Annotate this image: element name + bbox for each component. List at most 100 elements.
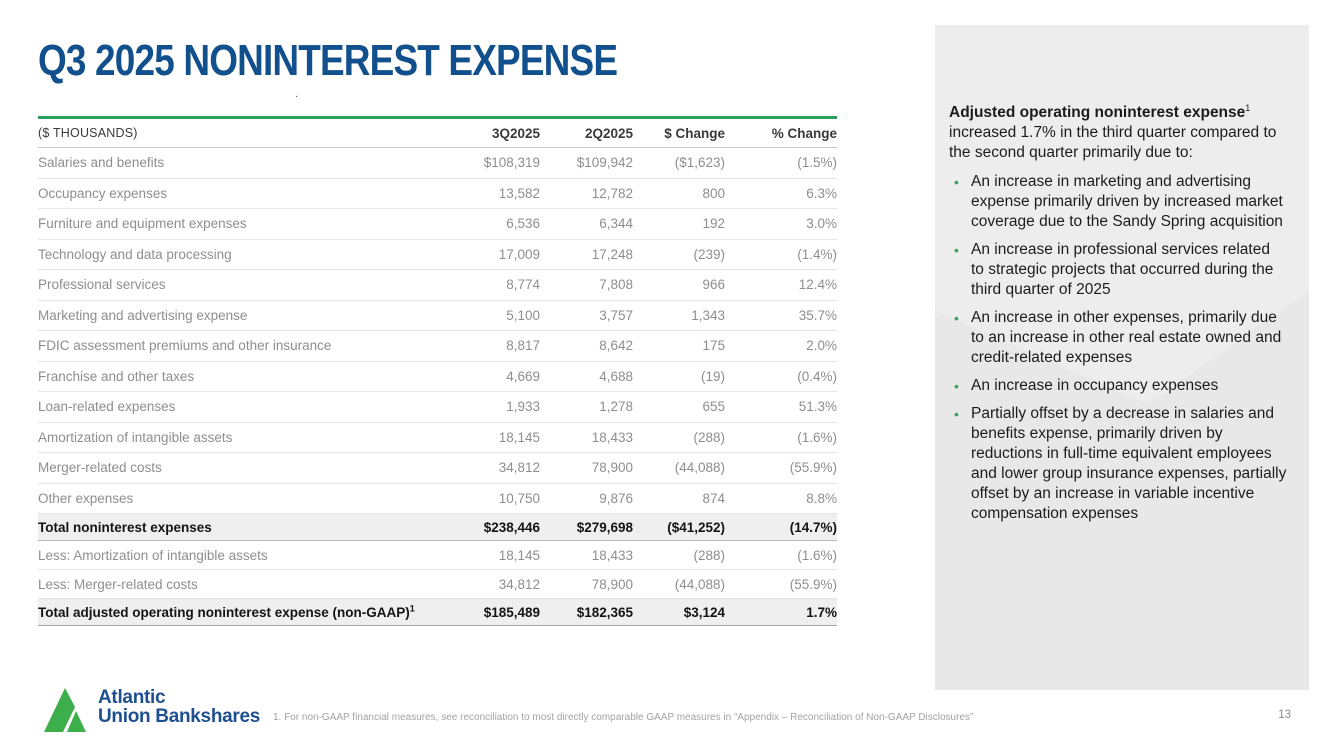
cell-pct-change: 8.8% [806,490,837,506]
row-label: Total adjusted operating noninterest exp… [38,603,415,620]
cell-2q2025: 8,642 [599,338,633,354]
row-label: Other expenses [38,490,134,506]
column-header-2q2025: 2Q2025 [584,125,633,141]
cell-dollar-change: ($41,252) [667,519,725,535]
cell-2q2025: $182,365 [576,604,633,620]
cell-3q2025: 4,669 [506,368,540,384]
bullet-text: An increase in marketing and advertising… [971,173,1283,230]
table-row: Occupancy expenses 13,582 12,782 800 6.3% [38,178,837,209]
bullet-item: • Partially offset by a decrease in salar… [949,404,1287,524]
cell-3q2025: 8,774 [506,277,540,293]
sidebar-intro-rest: increased 1.7% in the third quarter comp… [949,124,1277,161]
cell-2q2025: 12,782 [591,185,633,201]
cell-3q2025: 1,933 [506,399,540,415]
row-label: Merger-related costs [38,460,162,476]
cell-pct-change: 12.4% [798,277,837,293]
cell-dollar-change: $3,124 [683,604,725,620]
company-logo: Atlantic Union Bankshares [44,688,260,732]
table-row: Salaries and benefits $108,319 $109,942 ($1… [38,148,837,178]
table-row: Technology and data processing 17,009 17,2… [38,239,837,270]
cell-dollar-change: (44,088) [674,460,725,476]
bullet-text: An increase in professional services rel… [971,241,1274,298]
table-row: Amortization of intangible assets 18,145 1… [38,422,837,453]
cell-dollar-change: 192 [702,216,725,232]
table-header-row: ($ THOUSANDS) 3Q2025 2Q2025 $ Change % C… [38,118,837,148]
cell-dollar-change: 1,343 [691,307,725,323]
bullet-dot-icon: • [954,174,959,190]
bullet-item: • An increase in other expenses, primaril… [949,308,1287,368]
cell-3q2025: 6,536 [506,216,540,232]
cell-pct-change: 6.3% [806,185,837,201]
cell-pct-change: (55.9%) [789,576,837,592]
bullet-list: • An increase in marketing and advertisin… [949,172,1287,524]
bullet-item: • An increase in professional services re… [949,240,1287,300]
logo-line1: Atlantic [98,687,166,708]
commentary-sidebar: Adjusted operating noninterest expense1 … [935,25,1309,690]
sidebar-intro: Adjusted operating noninterest expense1 … [949,103,1287,163]
table-row: Loan-related expenses 1,933 1,278 655 51.3% [38,392,837,422]
row-label: Salaries and benefits [38,155,165,171]
cell-3q2025: 18,145 [498,429,540,445]
stray-dot: . [295,88,299,100]
row-label: Occupancy expenses [38,185,168,201]
table-unit-label: ($ THOUSANDS) [38,126,138,140]
cell-2q2025: 17,248 [591,246,633,262]
row-label: Furniture and equipment expenses [38,216,247,232]
row-label: Amortization of intangible assets [38,429,233,445]
cell-pct-change: 51.3% [798,399,837,415]
cell-2q2025: 1,278 [599,399,633,415]
bullet-item: • An increase in occupancy expenses [949,376,1287,396]
cell-3q2025: $185,489 [483,604,540,620]
column-header-pct-change: % Change [771,125,837,141]
cell-dollar-change: 175 [702,338,725,354]
cell-3q2025: $238,446 [483,519,540,535]
cell-pct-change: 2.0% [806,338,837,354]
cell-3q2025: 10,750 [498,490,540,506]
sidebar-content: Adjusted operating noninterest expense1 … [935,25,1309,524]
cell-dollar-change: (288) [693,429,725,445]
table-row: Less: Amortization of intangible assets 1… [38,541,837,570]
logo-line2: Union Bankshares [98,706,261,727]
cell-2q2025: 6,344 [599,216,633,232]
cell-2q2025: 4,688 [599,368,633,384]
cell-2q2025: 78,900 [591,460,633,476]
table-row: Marketing and advertising expense 5,100 3,… [38,300,837,331]
logo-text: Atlantic Union Bankshares [98,688,260,726]
table-row: Other expenses 10,750 9,876 874 8.8% [38,483,837,514]
table-row: Franchise and other taxes 4,669 4,688 (19) (… [38,361,837,392]
cell-2q2025: 9,876 [599,490,633,506]
cell-2q2025: $109,942 [576,155,633,171]
cell-3q2025: 18,145 [498,547,540,563]
cell-pct-change: (55.9%) [789,460,837,476]
page-number: 13 [1278,709,1291,721]
cell-2q2025: 3,757 [599,307,633,323]
table-row: Total noninterest expenses $238,446 $279,6… [38,513,837,541]
cell-pct-change: (1.5%) [797,155,837,171]
bullet-dot-icon: • [954,310,959,326]
bullet-text: An increase in occupancy expenses [971,377,1219,394]
row-label: Loan-related expenses [38,399,176,415]
row-label: Less: Amortization of intangible assets [38,547,268,563]
table-row: Total adjusted operating noninterest exp… [38,598,837,626]
row-label: FDIC assessment premiums and other insur… [38,338,332,354]
cell-dollar-change: 966 [702,277,725,293]
table-row: Merger-related costs 34,812 78,900 (44,088)… [38,453,837,483]
column-header-3q2025: 3Q2025 [491,125,540,141]
table-row: Less: Merger-related costs 34,812 78,900 (4… [38,570,837,599]
cell-3q2025: 17,009 [498,246,540,262]
table-row: Professional services 8,774 7,808 966 12.4% [38,270,837,300]
cell-dollar-change: (239) [693,246,725,262]
cell-dollar-change: 655 [702,399,725,415]
footnote-marker: 1 [409,603,415,613]
column-header-dollar-change: $ Change [664,125,725,141]
cell-3q2025: 5,100 [506,307,540,323]
table-row: Furniture and equipment expenses 6,536 6,3… [38,209,837,239]
cell-2q2025: 18,433 [591,547,633,563]
bullet-dot-icon: • [954,242,959,258]
cell-pct-change: 1.7% [806,604,837,620]
bullet-dot-icon: • [954,406,959,422]
row-label: Total noninterest expenses [38,519,212,535]
bullet-text: Partially offset by a decrease in salari… [971,405,1287,522]
cell-2q2025: 7,808 [599,277,633,293]
cell-pct-change: 3.0% [806,216,837,232]
